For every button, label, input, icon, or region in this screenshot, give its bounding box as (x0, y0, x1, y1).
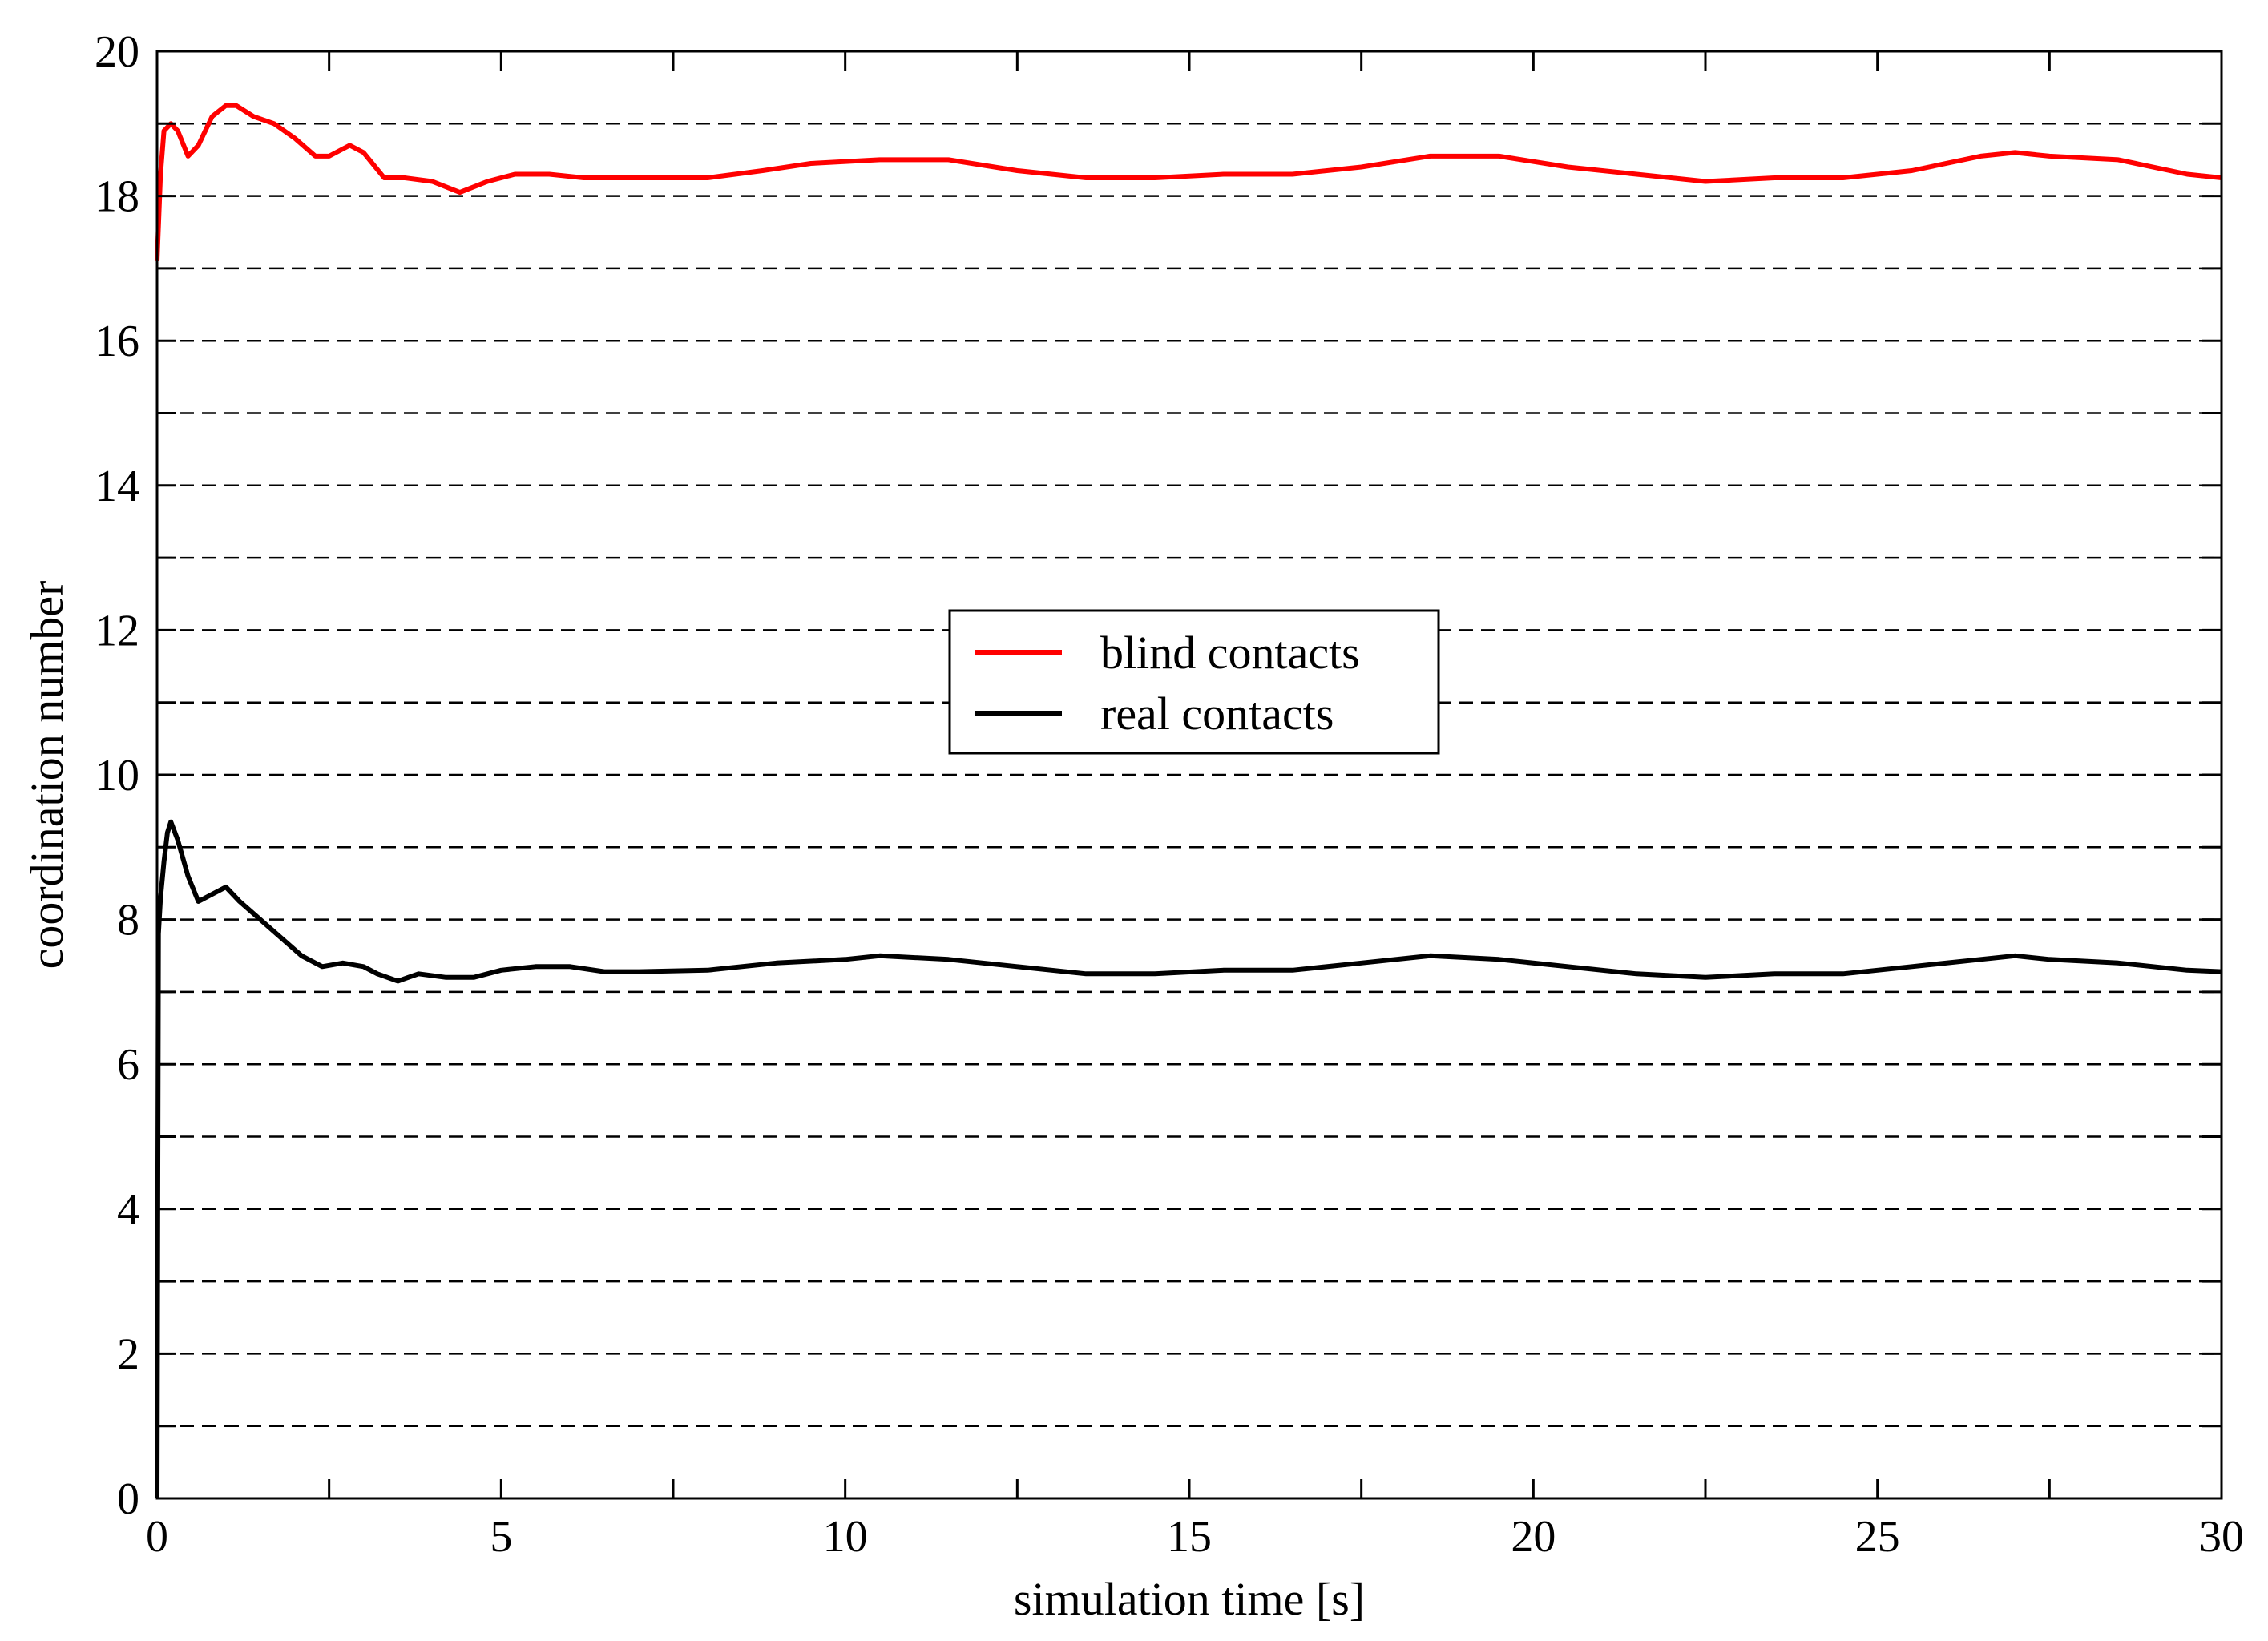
y-tick-label: 10 (95, 751, 139, 800)
grid-lines (157, 123, 2222, 1427)
y-tick-label: 2 (117, 1329, 139, 1379)
series-line-blind-contacts (155, 103, 2222, 262)
y-axis-title: coordination number (21, 581, 73, 970)
series-line-real-contacts (155, 819, 2222, 1499)
x-tick-label: 0 (146, 1512, 168, 1562)
x-axis-title: simulation time [s] (1014, 1573, 1365, 1625)
y-tick-label: 0 (117, 1474, 139, 1524)
legend-box (948, 609, 1440, 755)
tick-labels: 0 5 10 15 20 25 30 0 2 4 6 8 10 12 14 16 18 20 (95, 27, 2244, 1562)
y-tick-label: 12 (95, 606, 139, 655)
y-tick-label: 8 (117, 896, 139, 945)
legend: blind contacts real contacts (948, 609, 1440, 755)
x-tick-label: 20 (1511, 1512, 1556, 1562)
series-layer (155, 103, 2222, 1499)
y-tick-label: 4 (117, 1185, 139, 1235)
x-tick-label: 25 (1855, 1512, 1900, 1562)
x-tick-label: 15 (1167, 1512, 1212, 1562)
legend-label-blind-contacts: blind contacts (1100, 627, 1360, 679)
x-tick-label: 30 (2199, 1512, 2244, 1562)
y-tick-label: 16 (95, 317, 139, 366)
y-tick-label: 14 (95, 462, 139, 511)
y-tick-label: 6 (117, 1040, 139, 1090)
legend-label-real-contacts: real contacts (1100, 687, 1334, 740)
axis-ticks (155, 50, 2223, 1500)
y-tick-label: 18 (95, 172, 139, 222)
x-tick-label: 5 (490, 1512, 512, 1562)
y-tick-label: 20 (95, 27, 139, 77)
x-tick-label: 10 (823, 1512, 868, 1562)
